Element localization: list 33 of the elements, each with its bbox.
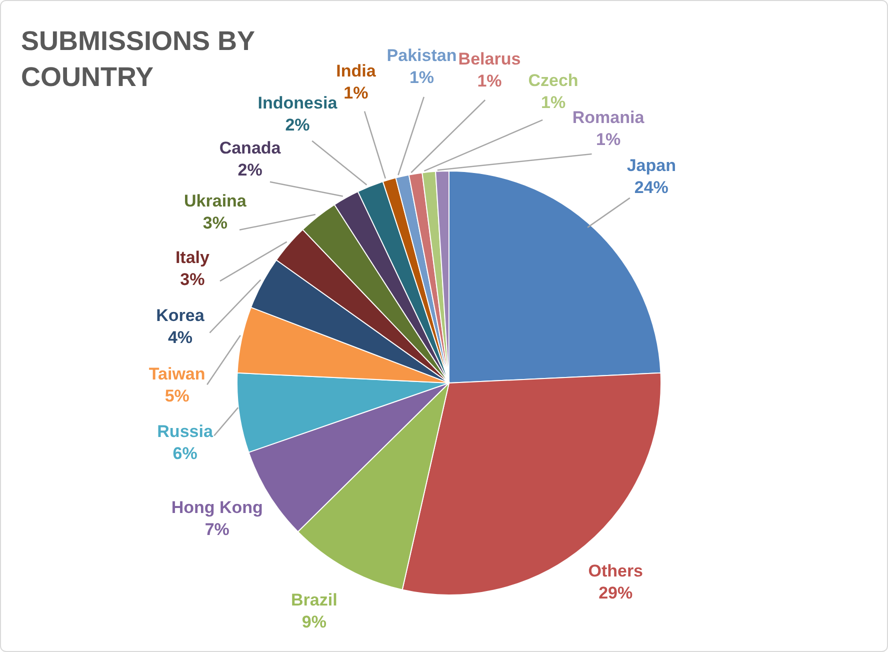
slice-label: Brazil — [291, 590, 338, 610]
slice-label: Czech — [528, 70, 578, 90]
data-label: 5% — [164, 386, 190, 406]
data-label: 2% — [285, 116, 310, 135]
slice-label: India — [336, 62, 376, 81]
data-label: 24% — [634, 178, 668, 198]
slice-label: Others — [588, 562, 644, 581]
slice-label: Korea — [156, 306, 205, 326]
slice-label: Italy — [175, 248, 210, 268]
data-label: 1% — [541, 92, 566, 112]
data-label: 1% — [477, 71, 502, 90]
data-label: 1% — [409, 68, 434, 88]
data-label: 1% — [344, 84, 368, 103]
chart-title: SUBMISSIONS BY COUNTRY — [21, 25, 256, 94]
slice-label: Canada — [219, 138, 282, 158]
slice-label: Russia — [157, 422, 214, 442]
data-label: 3% — [202, 213, 228, 232]
slice-label: Belarus — [458, 49, 521, 68]
data-label: 29% — [598, 584, 633, 603]
data-label: 1% — [596, 130, 621, 149]
slice-label: Pakistan — [386, 46, 457, 66]
data-label: 4% — [168, 328, 193, 348]
data-label: 7% — [204, 520, 230, 539]
data-label: 3% — [180, 270, 205, 290]
slice-label: Ukraina — [184, 191, 247, 210]
slice-label: Hong Kong — [171, 498, 263, 517]
data-label: 9% — [302, 612, 326, 632]
slice-label: Taiwan — [148, 364, 206, 384]
slice-label: Romania — [572, 108, 645, 127]
slice-label: Japan — [626, 156, 676, 176]
data-label: 2% — [238, 160, 262, 180]
data-label: 6% — [172, 444, 198, 464]
slice-label: Indonesia — [258, 94, 338, 113]
